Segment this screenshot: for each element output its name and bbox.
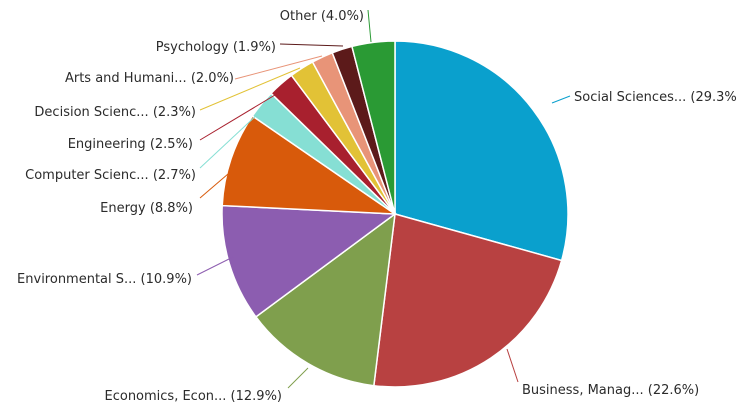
leader-line	[506, 348, 519, 383]
pie-slice[interactable]	[254, 212, 396, 387]
leader-line	[287, 367, 309, 389]
leader-line	[279, 43, 344, 47]
pie-slices	[221, 40, 569, 388]
slice-label: Psychology (1.9%)	[156, 40, 276, 55]
leader-line	[199, 91, 281, 141]
slice-label: Other (4.0%)	[280, 9, 364, 24]
leader-line	[551, 95, 571, 104]
leader-line	[196, 256, 234, 276]
leader-line	[367, 9, 372, 43]
leader-lines	[196, 9, 571, 389]
pie-slice[interactable]	[221, 114, 398, 215]
pie-slice[interactable]	[221, 204, 398, 318]
slice-label: Arts and Humani... (2.0%)	[65, 71, 234, 86]
leader-line	[199, 111, 261, 169]
slice-label: Business, Manag... (22.6%)	[522, 383, 699, 398]
slice-label: Energy (8.8%)	[100, 201, 193, 216]
leader-line	[199, 173, 229, 199]
slice-label: Environmental S... (10.9%)	[17, 272, 192, 287]
slice-labels: Social Sciences... (29.3%) Business, Mana…	[17, 9, 736, 404]
slice-label: Engineering (2.5%)	[68, 137, 193, 152]
slice-label: Economics, Econ... (12.9%)	[105, 389, 283, 404]
leader-line	[234, 55, 323, 80]
pie-slice[interactable]	[373, 213, 563, 388]
pie-slice[interactable]	[351, 40, 396, 215]
leader-line	[199, 67, 301, 111]
pie-slice[interactable]	[394, 40, 569, 262]
slice-label: Social Sciences... (29.3%)	[574, 90, 736, 105]
slice-label: Decision Scienc... (2.3%)	[34, 105, 196, 120]
slice-label: Computer Scienc... (2.7%)	[25, 168, 196, 183]
